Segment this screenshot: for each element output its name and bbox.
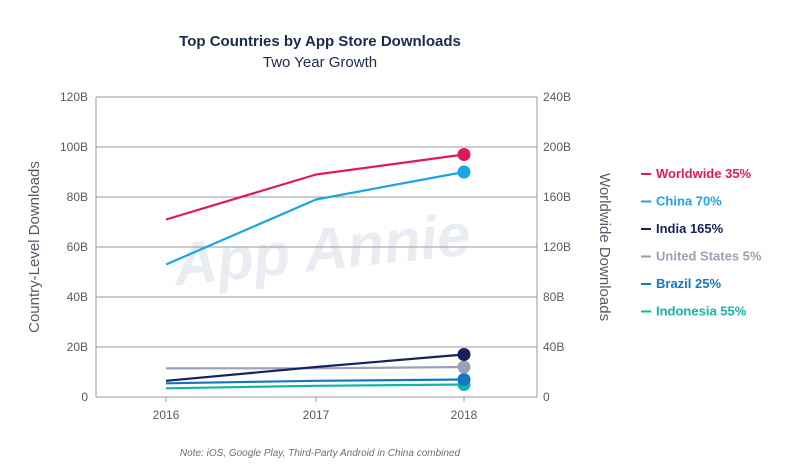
legend-label-united-states: United States 5%	[656, 249, 762, 264]
series-end-point-united-states	[457, 360, 471, 374]
series-line-india	[165, 353, 465, 382]
y2-tick-label: 160B	[543, 190, 571, 204]
y2-tick-label: 0	[543, 390, 550, 404]
y2-tick-label: 80B	[543, 290, 564, 304]
y-tick-label: 60B	[67, 240, 88, 254]
y2-tick-label: 40B	[543, 340, 564, 354]
x-tick-label: 2018	[451, 408, 478, 422]
y-tick-label: 120B	[60, 90, 88, 104]
x-tick-label: 2017	[303, 408, 330, 422]
chart-subtitle: Two Year Growth	[263, 54, 377, 71]
gridlines	[96, 96, 537, 348]
y-axis-label: Country-Level Downloads	[26, 161, 43, 333]
series-end-point-india	[457, 348, 471, 361]
legend: Worldwide 35% China 70% India 165% United S…	[641, 166, 762, 319]
x-tick-label: 2016	[153, 408, 180, 422]
y2-tick-label: 120B	[543, 240, 571, 254]
series-end-point-china	[457, 165, 471, 179]
legend-label-worldwide: Worldwide 35%	[656, 166, 752, 181]
y-tick-label: 40B	[67, 290, 88, 304]
series-line-indonesia	[165, 383, 465, 390]
watermark: App Annie	[168, 201, 473, 299]
series-end-point-worldwide	[457, 148, 471, 161]
series-line-united-states	[166, 365, 465, 370]
legend-label-indonesia: Indonesia 55%	[656, 304, 747, 319]
legend-label-brazil: Brazil 25%	[656, 276, 721, 291]
y-tick-label: 80B	[67, 190, 88, 204]
axes: 0 20B 40B 60B 80B 100B 120B 0 40B 80B 120B 160B 200B…	[60, 90, 571, 422]
footnote: Note: iOS, Google Play, Third-Party Andr…	[180, 448, 461, 459]
y2-tick-label: 200B	[543, 140, 571, 154]
y2-tick-label: 240B	[543, 90, 571, 104]
series-line-brazil	[165, 378, 465, 385]
y-tick-label: 100B	[60, 140, 88, 154]
series-line-worldwide	[165, 153, 465, 221]
legend-label-india: India 165%	[656, 221, 724, 236]
series-lines	[165, 148, 471, 391]
legend-label-china: China 70%	[656, 194, 722, 209]
chart-title: Top Countries by App Store Downloads	[179, 33, 461, 50]
y-tick-label: 20B	[67, 340, 88, 354]
y2-axis-label: Worldwide Downloads	[596, 173, 613, 321]
series-end-point-brazil	[457, 373, 471, 386]
y-tick-label: 0	[81, 390, 88, 404]
series-line-china	[165, 170, 465, 266]
